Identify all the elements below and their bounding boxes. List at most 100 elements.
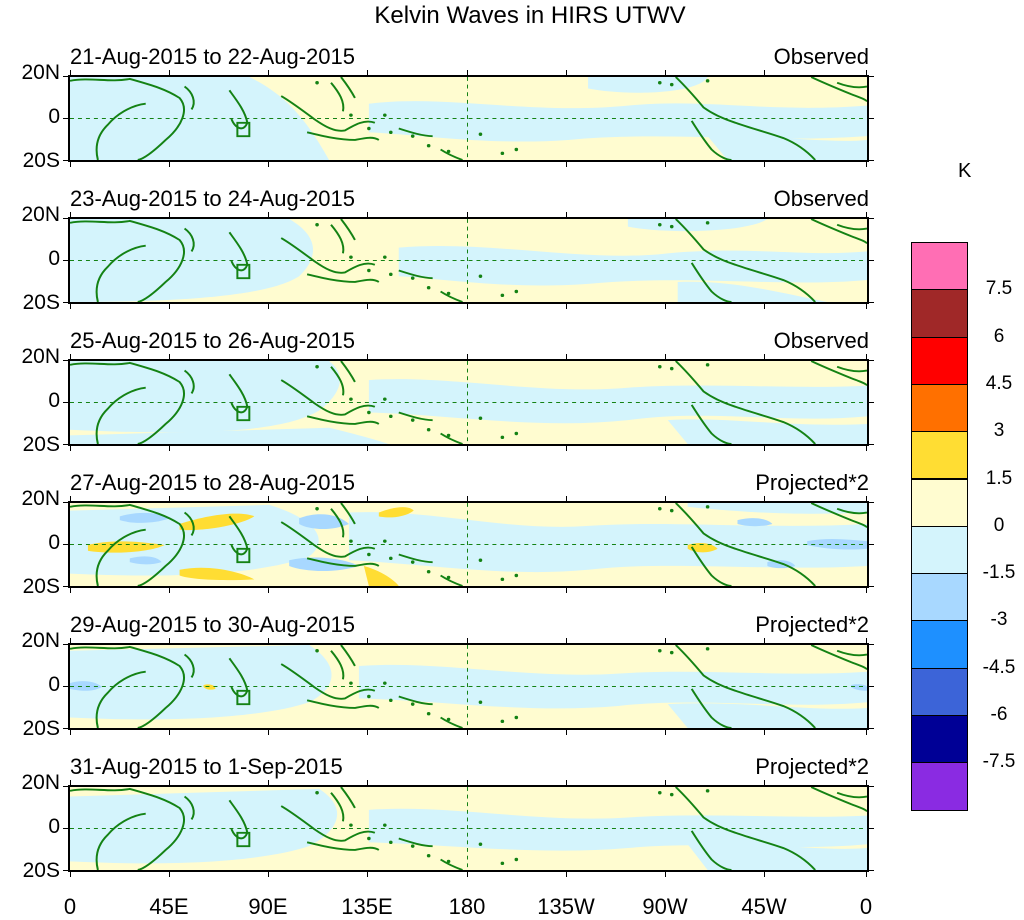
axis-tick — [63, 502, 68, 503]
colorbar-label: 6 — [993, 325, 1005, 347]
coastline — [810, 503, 867, 529]
island — [500, 435, 505, 440]
axis-tick — [63, 218, 68, 219]
colorbar-swatch — [911, 667, 968, 716]
axis-tick — [866, 872, 867, 877]
negative-anomaly-region — [667, 419, 867, 444]
coastline — [280, 663, 376, 700]
axis-tick — [566, 496, 567, 501]
coastline — [70, 219, 185, 302]
panel-type-label: Observed — [773, 328, 869, 353]
axis-tick — [764, 730, 765, 735]
coastline — [675, 219, 816, 302]
axis-tick — [169, 354, 170, 359]
axis-tick — [566, 638, 567, 643]
axis-tick — [665, 872, 666, 877]
axis-tick — [367, 588, 368, 593]
axis-tick — [70, 70, 71, 75]
axis-tick — [869, 402, 874, 403]
coastline — [675, 503, 816, 586]
axis-tick — [70, 780, 71, 785]
island — [657, 649, 662, 653]
axis-tick — [169, 446, 170, 451]
negative-anomaly-region — [348, 512, 867, 573]
negative-anomaly-region — [70, 645, 332, 720]
colorbar-label: -3 — [990, 609, 1008, 631]
axis-tick — [367, 162, 368, 167]
coastline — [340, 503, 356, 525]
axis-tick — [764, 496, 765, 501]
latitude-label: 20S — [22, 291, 60, 314]
axis-tick — [63, 360, 68, 361]
axis-tick — [70, 872, 71, 877]
island — [388, 272, 393, 277]
axis-tick — [566, 588, 567, 593]
island — [383, 113, 387, 117]
island — [478, 558, 483, 562]
coastline — [836, 649, 867, 657]
contour-map — [70, 645, 867, 728]
axis-tick — [367, 446, 368, 451]
longitude-label: 0 — [859, 894, 873, 919]
coastline — [236, 689, 251, 706]
axis-tick — [367, 354, 368, 359]
axis-tick — [665, 588, 666, 593]
colorbar-swatch — [911, 242, 968, 291]
panel-type-label: Projected*2 — [755, 754, 869, 779]
island — [315, 649, 319, 653]
coastline — [280, 521, 376, 558]
axis-tick — [467, 780, 468, 785]
axis-tick — [169, 638, 170, 643]
anomaly-patch — [289, 557, 359, 571]
axis-tick — [268, 872, 269, 877]
island — [388, 840, 393, 845]
anomaly-patch — [203, 684, 216, 690]
coastline — [836, 365, 867, 373]
island — [446, 575, 451, 580]
negative-anomaly-region — [627, 219, 768, 232]
negative-anomaly-region — [667, 703, 867, 728]
island — [446, 291, 451, 296]
latitude-label: 0 — [48, 673, 60, 696]
island — [669, 792, 674, 797]
island — [315, 507, 319, 511]
coastline — [340, 219, 356, 241]
axis-tick — [566, 304, 567, 309]
coastline — [183, 369, 195, 394]
axis-tick — [70, 354, 71, 359]
island — [349, 823, 353, 827]
island — [349, 539, 353, 543]
island — [478, 132, 483, 136]
negative-anomaly-region — [368, 808, 867, 851]
axis-tick — [467, 496, 468, 501]
island — [669, 650, 674, 655]
axis-tick — [566, 446, 567, 451]
island — [669, 366, 674, 371]
longitude-label: 90E — [248, 894, 288, 919]
axis-tick — [467, 354, 468, 359]
island — [367, 552, 371, 557]
axis-tick — [169, 730, 170, 735]
axis-tick — [467, 872, 468, 877]
axis-tick — [764, 588, 765, 593]
axis-tick — [70, 446, 71, 451]
colorbar-swatch — [911, 336, 968, 385]
coastline — [675, 787, 816, 870]
axis-tick — [63, 728, 68, 729]
axis-tick — [665, 638, 666, 643]
island — [383, 823, 387, 827]
island — [446, 859, 451, 864]
negative-anomaly-region — [677, 281, 828, 302]
axis-tick — [367, 70, 368, 75]
axis-tick — [70, 730, 71, 735]
panel-type-label: Projected*2 — [755, 612, 869, 637]
island — [383, 397, 387, 401]
axis-tick — [764, 872, 765, 877]
anomaly-patch — [363, 565, 399, 586]
axis-tick — [63, 302, 68, 303]
coastline — [95, 812, 146, 870]
axis-tick — [866, 780, 867, 785]
island — [514, 573, 519, 578]
island — [383, 255, 387, 259]
panel-type-label: Projected*2 — [755, 470, 869, 495]
